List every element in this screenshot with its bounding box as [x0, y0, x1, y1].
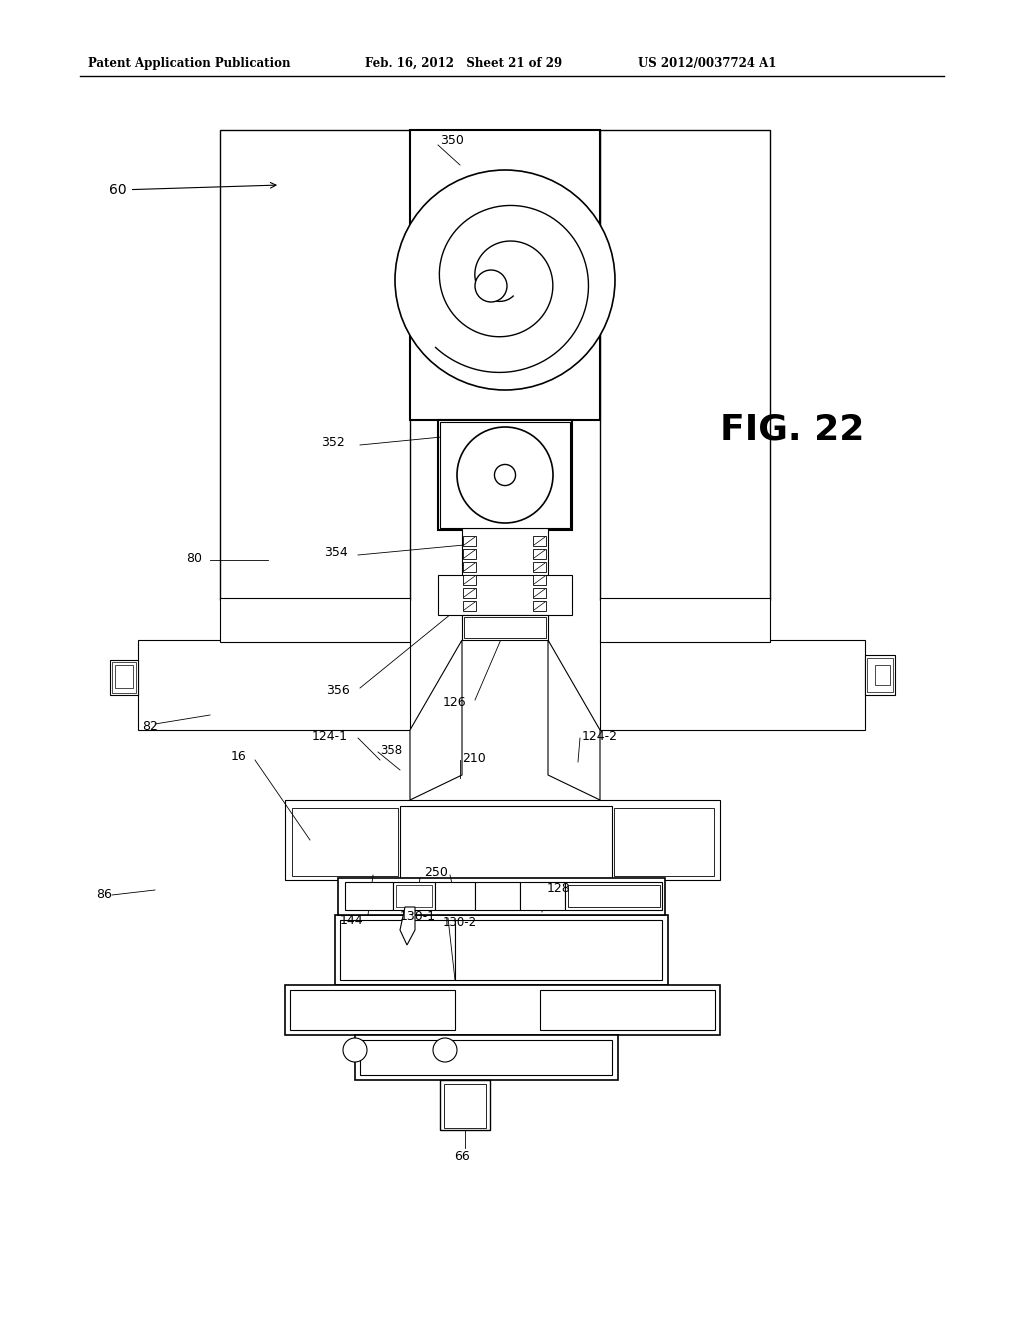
Polygon shape [438, 420, 572, 531]
Polygon shape [138, 640, 410, 730]
Text: 80: 80 [186, 552, 202, 565]
Text: 60: 60 [110, 182, 276, 197]
Polygon shape [463, 562, 476, 572]
Circle shape [433, 1038, 457, 1063]
Text: 358: 358 [380, 743, 402, 756]
Circle shape [457, 426, 553, 523]
Polygon shape [340, 920, 455, 979]
Text: 66: 66 [454, 1150, 470, 1163]
Polygon shape [867, 657, 893, 692]
Polygon shape [548, 640, 600, 800]
Polygon shape [534, 587, 546, 598]
Text: 210: 210 [462, 751, 485, 764]
Polygon shape [110, 660, 138, 696]
Polygon shape [534, 536, 546, 546]
Text: FIG. 22: FIG. 22 [720, 413, 864, 447]
Polygon shape [462, 528, 548, 620]
Text: 124-2: 124-2 [582, 730, 618, 742]
Circle shape [343, 1038, 367, 1063]
Polygon shape [534, 576, 546, 585]
Text: 86: 86 [96, 888, 112, 902]
Polygon shape [463, 587, 476, 598]
Circle shape [495, 465, 515, 486]
Text: Patent Application Publication: Patent Application Publication [88, 57, 291, 70]
Text: 82: 82 [142, 719, 158, 733]
Polygon shape [338, 878, 665, 915]
Polygon shape [220, 598, 410, 642]
Polygon shape [600, 640, 865, 730]
Polygon shape [220, 129, 410, 601]
Polygon shape [285, 800, 720, 880]
Text: 16: 16 [230, 750, 246, 763]
Circle shape [395, 170, 615, 389]
Polygon shape [345, 882, 393, 909]
Text: 130-2: 130-2 [443, 916, 477, 928]
Polygon shape [335, 915, 668, 985]
Text: 130-1: 130-1 [400, 909, 436, 923]
Text: 126: 126 [442, 696, 466, 709]
Polygon shape [285, 985, 720, 1035]
Polygon shape [874, 665, 890, 685]
Polygon shape [534, 601, 546, 611]
Polygon shape [534, 562, 546, 572]
Polygon shape [400, 807, 612, 878]
Polygon shape [520, 882, 565, 909]
Text: US 2012/0037724 A1: US 2012/0037724 A1 [638, 57, 776, 70]
Text: 250: 250 [424, 866, 449, 879]
Polygon shape [540, 990, 715, 1030]
Polygon shape [444, 1084, 486, 1129]
Polygon shape [865, 655, 895, 696]
Polygon shape [112, 663, 136, 693]
Polygon shape [463, 536, 476, 546]
Text: 356: 356 [327, 684, 350, 697]
Polygon shape [475, 882, 520, 909]
Text: 128: 128 [547, 882, 570, 895]
Circle shape [475, 271, 507, 302]
Polygon shape [410, 129, 600, 420]
Polygon shape [115, 665, 133, 688]
Polygon shape [360, 1040, 612, 1074]
Polygon shape [455, 920, 662, 979]
Polygon shape [440, 1080, 490, 1130]
Text: 144: 144 [339, 913, 362, 927]
Polygon shape [614, 808, 714, 876]
Text: 354: 354 [325, 546, 348, 560]
Polygon shape [393, 882, 435, 909]
Polygon shape [440, 422, 570, 528]
Polygon shape [292, 808, 398, 876]
Polygon shape [565, 882, 662, 909]
Polygon shape [290, 990, 455, 1030]
Polygon shape [463, 601, 476, 611]
Polygon shape [438, 576, 572, 615]
Polygon shape [568, 884, 660, 907]
Text: 352: 352 [322, 437, 345, 450]
Polygon shape [463, 549, 476, 558]
Text: 124-1: 124-1 [312, 730, 348, 742]
Polygon shape [600, 129, 770, 601]
Text: Feb. 16, 2012   Sheet 21 of 29: Feb. 16, 2012 Sheet 21 of 29 [365, 57, 562, 70]
Text: 350: 350 [440, 133, 464, 147]
Polygon shape [400, 907, 415, 945]
Polygon shape [464, 616, 546, 638]
Polygon shape [600, 598, 770, 642]
Polygon shape [410, 640, 462, 800]
Polygon shape [410, 129, 600, 140]
Polygon shape [463, 576, 476, 585]
Polygon shape [462, 615, 548, 640]
Polygon shape [355, 1035, 618, 1080]
Polygon shape [396, 884, 432, 907]
Polygon shape [435, 882, 475, 909]
Polygon shape [534, 549, 546, 558]
